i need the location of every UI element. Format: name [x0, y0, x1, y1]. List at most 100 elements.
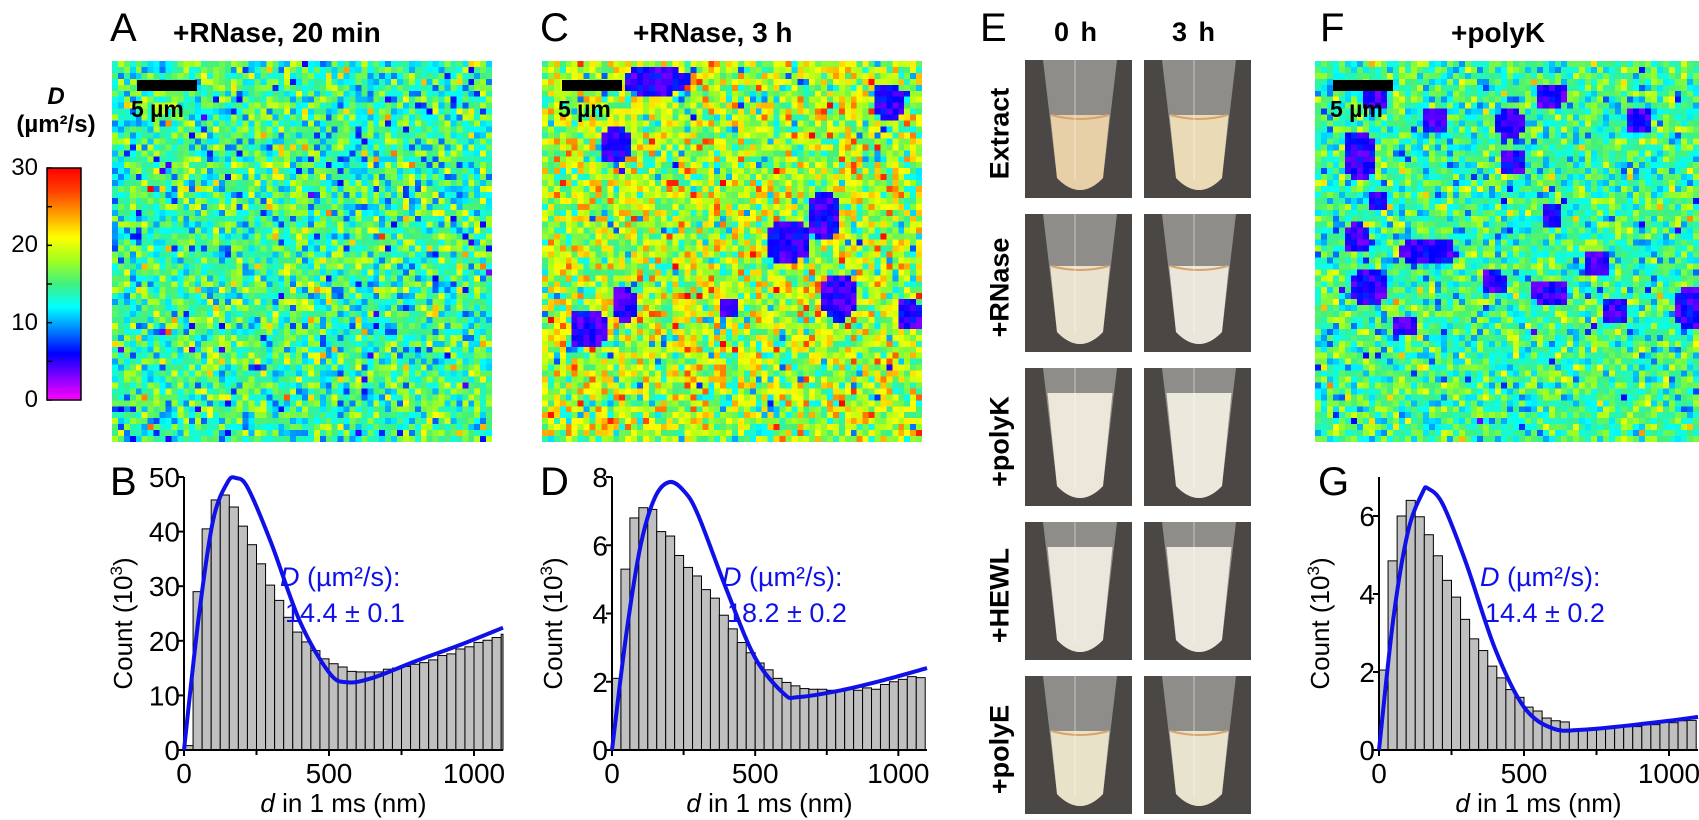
- histogram-bar: [620, 568, 631, 751]
- histogram-bar: [1668, 722, 1679, 751]
- histogram-bar: [355, 671, 366, 751]
- row-label: +polyE: [984, 704, 1015, 795]
- scale-bar-f: [1333, 80, 1393, 91]
- histogram-bar: [799, 688, 810, 751]
- histogram-bar: [1496, 677, 1507, 751]
- histogram-bar: [437, 655, 448, 751]
- colorbar-gradient: [46, 167, 82, 401]
- colorbar-title-unit: (µm²/s): [16, 110, 96, 138]
- x-tick-label: 500: [1501, 758, 1548, 789]
- histogram-bar: [1432, 555, 1443, 751]
- histogram-bar: [817, 688, 828, 751]
- x-tick-label: 1000: [1638, 758, 1699, 789]
- tube-photo-3h: [1144, 60, 1251, 198]
- y-tick-label: 4: [592, 599, 608, 630]
- colorbar-tick-label: 10: [11, 309, 38, 336]
- histogram-bar: [745, 652, 756, 751]
- histogram-bar: [265, 584, 276, 751]
- tube-icon: [1025, 60, 1132, 198]
- row-label: +RNase: [984, 237, 1015, 338]
- tube-photo-0h: [1025, 60, 1132, 198]
- histogram-bar: [246, 544, 257, 751]
- histogram-bar: [237, 525, 248, 751]
- histogram-bar: [790, 685, 801, 751]
- diffusion-map-f: [1315, 61, 1699, 442]
- colorbar-tick-label: 20: [11, 231, 38, 258]
- colorbar-tick-label: 30: [11, 154, 38, 181]
- y-tick-label: 0: [1359, 735, 1375, 766]
- histogram-bar: [1451, 596, 1462, 751]
- histogram-bar: [328, 663, 339, 751]
- histogram-bar: [1577, 729, 1588, 751]
- scale-bar-a: [137, 80, 197, 91]
- column-label-3h: 3 h: [1172, 17, 1218, 47]
- tube-icon: [1025, 214, 1132, 352]
- histogram-bar: [665, 535, 676, 751]
- tube-icon: [1144, 522, 1251, 660]
- histogram-bar: [210, 499, 221, 751]
- histogram-bar: [656, 531, 667, 751]
- histogram-bar: [446, 653, 457, 751]
- tube-photo-3h: [1144, 368, 1251, 506]
- x-tick-label: 500: [306, 758, 353, 789]
- y-axis-label: Count (103): [1304, 557, 1335, 689]
- histogram-bar: [826, 689, 837, 751]
- fit-curve: [1377, 485, 1699, 751]
- histogram-bar: [772, 677, 783, 751]
- histogram-bar: [736, 642, 747, 751]
- panel-label-b: B: [110, 460, 137, 504]
- histogram-bar: [1405, 499, 1416, 751]
- histogram-bar: [1514, 696, 1525, 751]
- histogram-bar: [201, 528, 212, 751]
- histogram-bar: [1478, 650, 1489, 751]
- histogram-bar: [219, 494, 230, 751]
- histogram-bar: [1487, 665, 1498, 751]
- histogram-bar: [1396, 515, 1407, 751]
- diffusion-map-c: [542, 61, 922, 442]
- colorbar-title-symbol: D: [47, 83, 65, 110]
- y-tick-label: 0: [592, 735, 608, 766]
- colorbar: [46, 167, 82, 401]
- histogram-bar: [915, 677, 926, 751]
- histogram-bar: [1650, 724, 1661, 751]
- tube-icon: [1144, 60, 1251, 198]
- histogram-bar: [906, 676, 917, 751]
- fit-label: D (µm²/s):: [722, 562, 843, 592]
- histogram-bar: [879, 683, 890, 751]
- histogram-bar: [897, 678, 908, 751]
- histogram-bar: [1550, 720, 1561, 751]
- row-label: +HEWL: [984, 547, 1015, 644]
- colorbar-tick-label: 0: [24, 386, 38, 413]
- histogram-g: 0 2 4 6 0 500 1000 d in 1 ms (nm) Count (103) D (…: [1304, 477, 1699, 818]
- fit-label: D (µm²/s):: [280, 562, 401, 592]
- tube-photo-0h: [1025, 214, 1132, 352]
- panel-label-e: E: [980, 6, 1007, 50]
- x-axis-label: d in 1 ms (nm): [1455, 788, 1621, 818]
- x-tick-label: 1000: [443, 758, 505, 789]
- y-axis-label: Count (103): [537, 557, 568, 689]
- histogram-bar: [364, 671, 375, 751]
- histogram-bar: [346, 670, 357, 751]
- histogram-bar: [455, 648, 466, 751]
- fit-value: 14.4 ± 0.2: [1485, 598, 1605, 628]
- histogram-bar: [410, 663, 421, 751]
- histogram-bar: [1378, 669, 1389, 751]
- tube-photo-3h: [1144, 214, 1251, 352]
- scale-bar-label-f: 5 µm: [1330, 96, 1383, 122]
- y-tick-label: 6: [592, 530, 608, 561]
- fit-value: 14.4 ± 0.1: [285, 598, 405, 628]
- panel-label-c: C: [540, 6, 569, 50]
- histogram-bar: [727, 628, 738, 751]
- row-label: Extract: [984, 87, 1015, 180]
- tube-icon: [1025, 676, 1132, 814]
- histogram-bar: [1677, 720, 1688, 751]
- row-label: +polyK: [984, 396, 1015, 487]
- y-tick-label: 6: [1359, 501, 1375, 532]
- histogram-bar: [1659, 721, 1670, 751]
- histogram-bar: [1523, 706, 1534, 751]
- histogram-bar: [754, 662, 765, 751]
- y-tick-label: 2: [592, 667, 608, 698]
- fit-value: 18.2 ± 0.2: [727, 598, 847, 628]
- tube-icon: [1025, 522, 1132, 660]
